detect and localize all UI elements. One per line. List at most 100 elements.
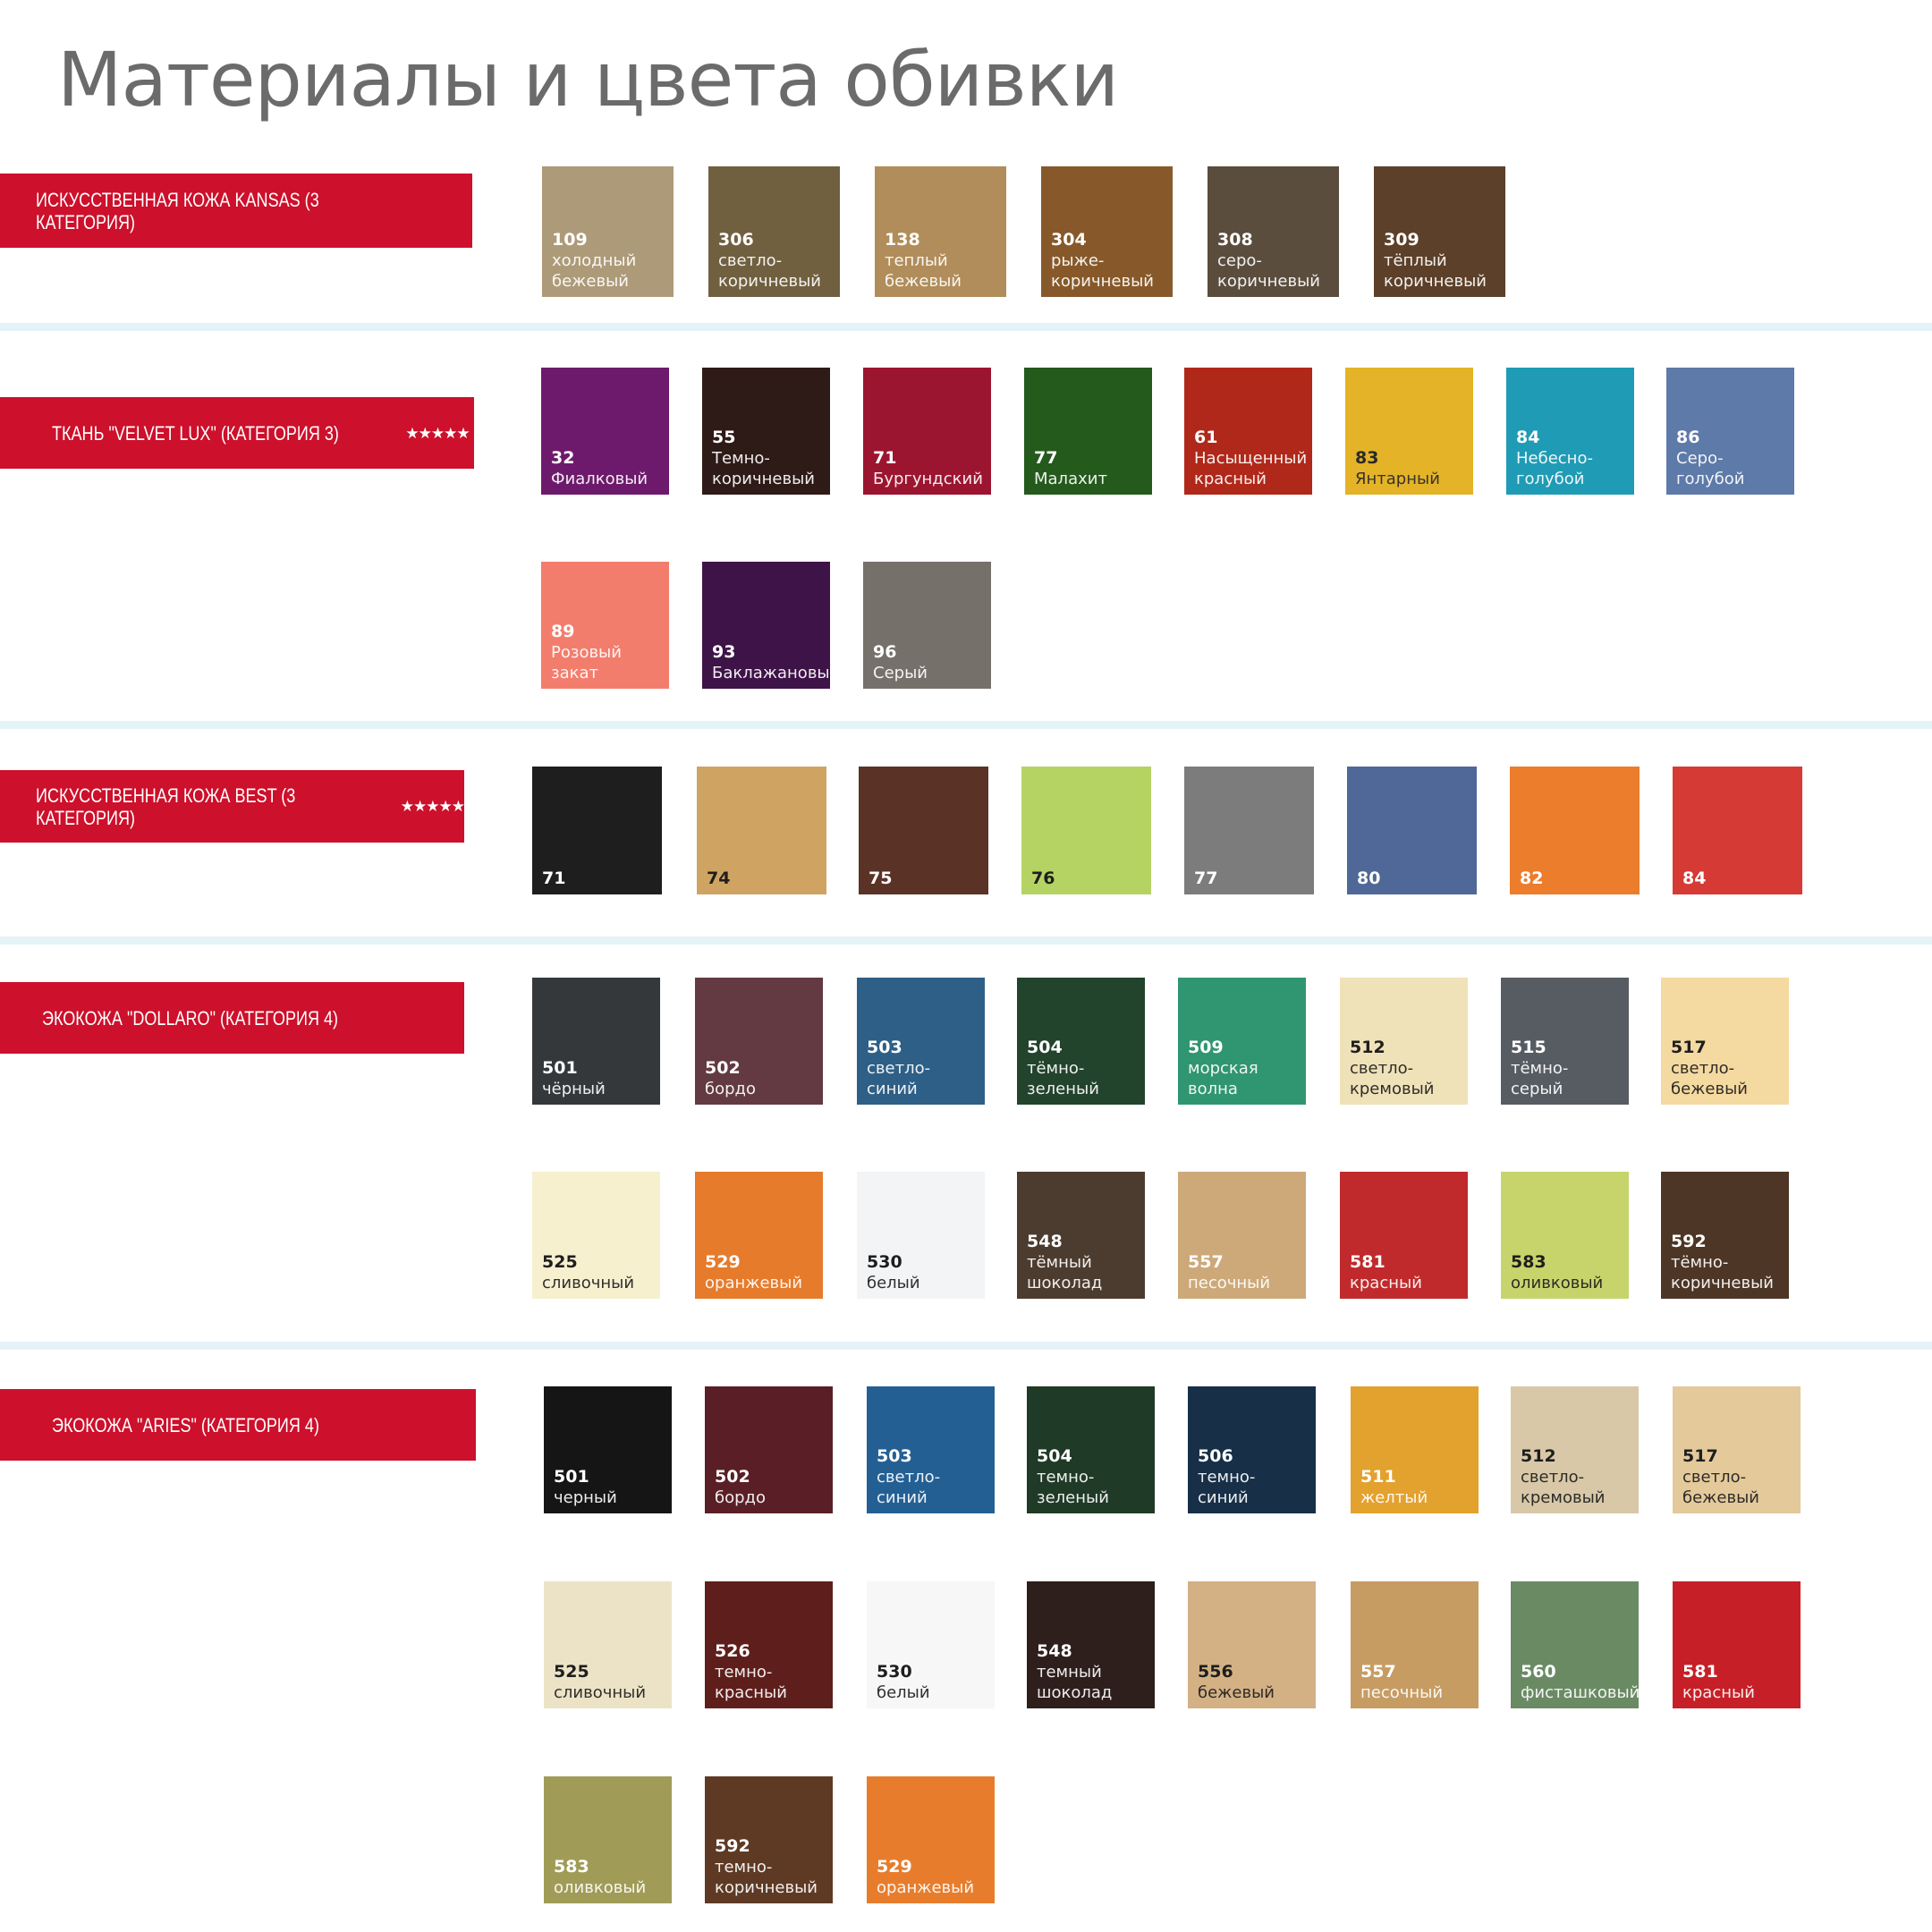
color-swatch[interactable]: 71 Бургундский (863, 368, 991, 495)
swatch-name: чёрный (542, 1080, 606, 1098)
color-swatch[interactable]: 529 оранжевый (867, 1776, 995, 1903)
swatch-code: 583 (1511, 1252, 1546, 1272)
color-swatch[interactable]: 530 белый (867, 1581, 995, 1708)
color-swatch[interactable]: 83 Янтарный (1345, 368, 1473, 495)
star-rating-icon: ★★★★★ (405, 424, 470, 442)
color-swatch[interactable]: 75 (859, 767, 988, 894)
color-swatch[interactable]: 504 темно-зеленый (1027, 1386, 1155, 1513)
swatch-code: 529 (877, 1857, 912, 1877)
color-swatch[interactable]: 530 белый (857, 1172, 985, 1299)
color-swatch[interactable]: 583 оливковый (544, 1776, 672, 1903)
color-swatch[interactable]: 304 рыже-коричневый (1041, 166, 1173, 297)
color-swatch[interactable]: 84 (1673, 767, 1802, 894)
color-swatch[interactable]: 583 оливковый (1501, 1172, 1629, 1299)
color-swatch[interactable]: 511 желтый (1351, 1386, 1479, 1513)
color-swatch[interactable]: 517 светло-бежевый (1661, 978, 1789, 1105)
swatch-code: 506 (1198, 1446, 1233, 1466)
color-swatch[interactable]: 77 Малахит (1024, 368, 1152, 495)
swatch-code: 32 (551, 448, 575, 468)
swatch-code: 86 (1676, 428, 1700, 447)
color-swatch[interactable]: 55 Темно-коричневый (702, 368, 830, 495)
color-swatch[interactable]: 557 песочный (1178, 1172, 1306, 1299)
color-swatch[interactable]: 525 сливочный (532, 1172, 660, 1299)
swatch-code: 89 (551, 622, 575, 641)
color-swatch[interactable]: 74 (697, 767, 826, 894)
color-swatch[interactable]: 515 тёмно-серый (1501, 978, 1629, 1105)
color-swatch[interactable]: 96 Серый (863, 562, 991, 689)
color-swatch[interactable]: 525 сливочный (544, 1581, 672, 1708)
color-swatch[interactable]: 32 Фиалковый (541, 368, 669, 495)
color-swatch[interactable]: 71 (532, 767, 662, 894)
color-swatch[interactable]: 84 Небесно-голубой (1506, 368, 1634, 495)
swatch-name: темно-зеленый (1037, 1468, 1109, 1507)
color-swatch[interactable]: 529 оранжевый (695, 1172, 823, 1299)
swatch-code: 502 (715, 1467, 750, 1487)
color-swatch[interactable]: 548 тёмный шоколад (1017, 1172, 1145, 1299)
color-swatch[interactable]: 560 фисташковый (1511, 1581, 1640, 1708)
color-swatch[interactable]: 512 светло-кремовый (1511, 1386, 1639, 1513)
color-swatch[interactable]: 306 светло-коричневый (708, 166, 840, 297)
swatch-code: 525 (542, 1252, 578, 1272)
color-swatch[interactable]: 502 бордо (705, 1386, 833, 1513)
swatch-name: тёмно-зеленый (1027, 1059, 1099, 1098)
color-swatch[interactable]: 61 Насыщенный красный (1184, 368, 1312, 495)
color-swatch[interactable]: 501 чёрный (532, 978, 660, 1105)
color-swatch[interactable]: 93 Баклажановый (702, 562, 840, 689)
color-swatch[interactable]: 557 песочный (1351, 1581, 1479, 1708)
color-swatch[interactable]: 581 красный (1340, 1172, 1468, 1299)
color-swatch[interactable]: 109 холодный бежевый (542, 166, 674, 297)
color-swatch[interactable]: 556 бежевый (1188, 1581, 1316, 1708)
color-swatch[interactable]: 504 тёмно-зеленый (1017, 978, 1145, 1105)
color-swatch[interactable]: 501 черный (544, 1386, 672, 1513)
color-swatch[interactable]: 80 (1347, 767, 1477, 894)
color-swatch[interactable]: 86 Серо-голубой (1666, 368, 1794, 495)
color-swatch[interactable]: 308 серо-коричневый (1208, 166, 1339, 297)
color-swatch[interactable]: 581 красный (1673, 1581, 1801, 1708)
color-swatch[interactable]: 77 (1184, 767, 1314, 894)
swatch-name: оливковый (554, 1878, 647, 1897)
swatch-code: 581 (1350, 1252, 1385, 1272)
color-swatch[interactable]: 503 светло-синий (857, 978, 985, 1105)
swatch-code: 548 (1037, 1641, 1072, 1661)
swatch-code: 557 (1360, 1662, 1396, 1682)
color-swatch[interactable]: 76 (1021, 767, 1151, 894)
swatch-code: 83 (1355, 448, 1379, 468)
swatch-code: 77 (1194, 869, 1218, 888)
swatch-code: 55 (712, 428, 736, 447)
swatch-code: 77 (1034, 448, 1058, 468)
color-swatch[interactable]: 82 (1510, 767, 1640, 894)
swatch-name: красный (1350, 1274, 1422, 1292)
color-swatch[interactable]: 309 тёплый коричневый (1374, 166, 1505, 297)
color-swatch[interactable]: 502 бордо (695, 978, 823, 1105)
swatch-name: рыже-коричневый (1051, 251, 1155, 291)
color-swatch[interactable]: 89 Розовый закат (541, 562, 669, 689)
swatch-code: 592 (1671, 1232, 1707, 1251)
category-title: ИСКУССТВЕННАЯ КОЖА BEST (3 КАТЕГОРИЯ) (36, 784, 296, 829)
color-swatch[interactable]: 526 темно-красный (705, 1581, 833, 1708)
swatch-code: 529 (705, 1252, 741, 1272)
category-banner: ТКАНЬ "VELVET LUX" (КАТЕГОРИЯ 3) ★★★★★ (0, 397, 474, 469)
color-swatch[interactable]: 509 морская волна (1178, 978, 1306, 1105)
color-swatch[interactable]: 138 теплый бежевый (875, 166, 1006, 297)
category-title: ЭКОКОЖА "ARIES" (КАТЕГОРИЯ 4) (52, 1413, 319, 1436)
swatch-code: 525 (554, 1662, 589, 1682)
color-swatch[interactable]: 592 тёмно-коричневый (1661, 1172, 1789, 1299)
swatch-name: оранжевый (877, 1878, 975, 1897)
color-swatch[interactable]: 512 светло-кремовый (1340, 978, 1468, 1105)
swatch-name: желтый (1360, 1488, 1428, 1507)
color-swatch[interactable]: 503 светло-синий (867, 1386, 995, 1513)
color-swatch[interactable]: 506 темно-синий (1188, 1386, 1316, 1513)
star-rating-icon: ★★★★★ (400, 798, 465, 815)
swatch-code: 515 (1511, 1038, 1546, 1057)
color-swatch[interactable]: 592 темно-коричневый (705, 1776, 833, 1903)
swatch-code: 592 (715, 1836, 750, 1856)
color-swatch[interactable]: 517 светло-бежевый (1673, 1386, 1801, 1513)
swatch-code: 309 (1384, 230, 1419, 250)
swatch-name: Серо-голубой (1676, 449, 1745, 488)
swatch-name: Бургундский (873, 470, 983, 488)
swatch-name: холодный бежевый (552, 251, 637, 291)
swatch-name: белый (877, 1683, 930, 1702)
color-swatch[interactable]: 548 темный шоколад (1027, 1581, 1155, 1708)
swatch-name: фисташковый (1521, 1683, 1640, 1702)
swatch-name: Насыщенный красный (1194, 449, 1308, 488)
